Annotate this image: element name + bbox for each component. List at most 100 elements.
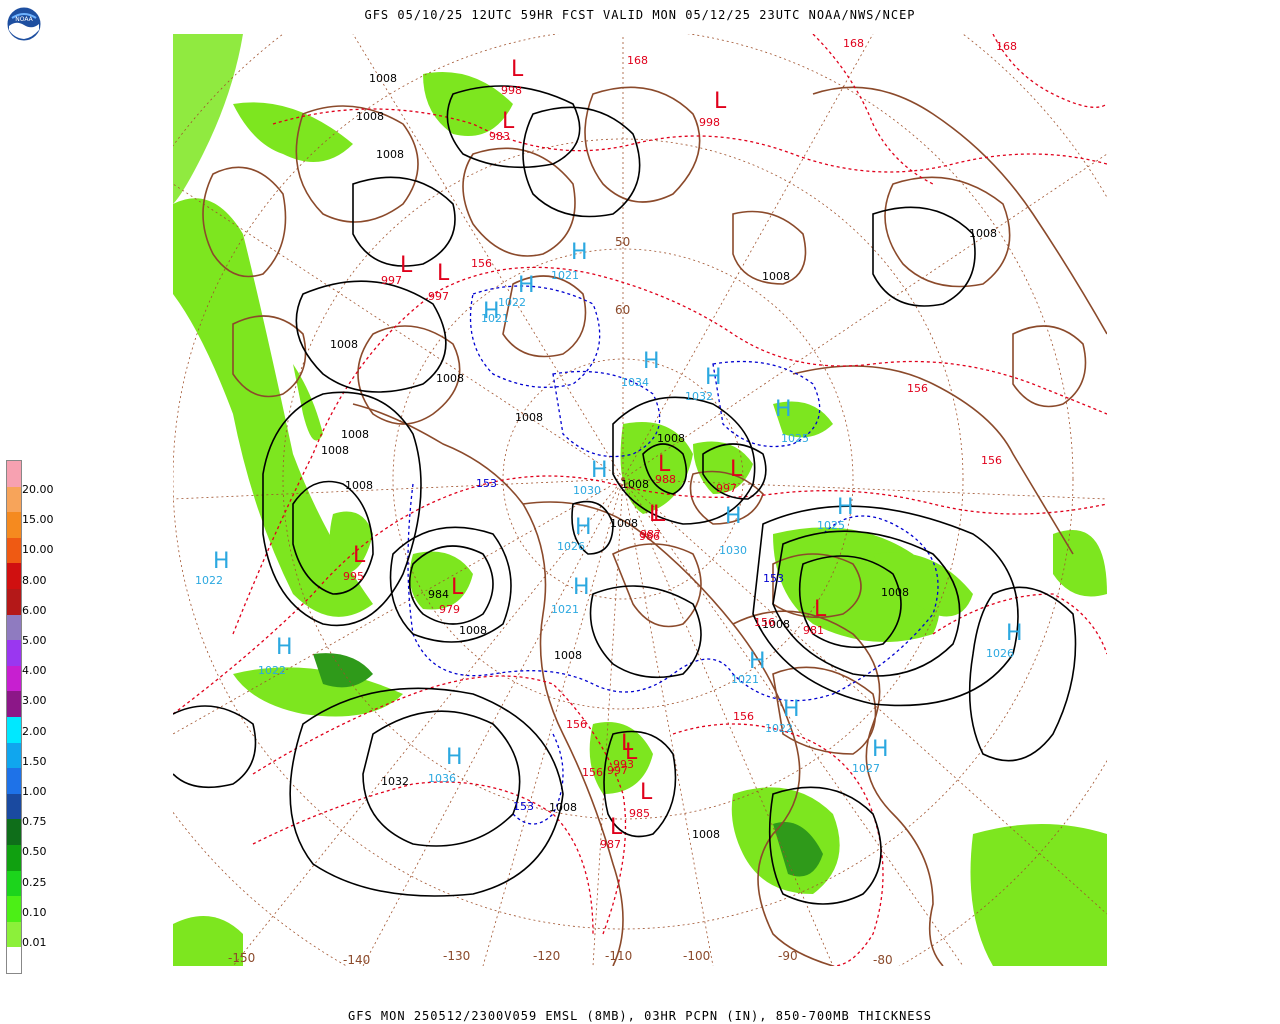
isobar-contours (173, 85, 1077, 905)
svg-text:987: 987 (600, 838, 621, 851)
low-center: L 979 (439, 575, 464, 616)
low-center: L 986 (639, 502, 666, 543)
weather-map: -150 -140 -130 -120 -110 -100 -90 -80 50… (173, 34, 1107, 966)
svg-text:H: H (276, 635, 293, 660)
low-center: L 985 (629, 780, 653, 820)
svg-text:H: H (643, 349, 660, 374)
isobar-label: 1008 (969, 227, 997, 240)
svg-text:L: L (814, 597, 827, 622)
thickness-label: 156 (582, 766, 603, 779)
svg-text:L: L (511, 57, 524, 82)
isobar-label: 1032 (381, 775, 409, 788)
thickness-label: 168 (843, 37, 864, 50)
legend-swatch (7, 537, 21, 564)
svg-text:L: L (653, 502, 666, 527)
longitude-labels: -150 -140 -130 -120 -110 -100 -90 -80 (228, 949, 893, 966)
svg-text:1026: 1026 (986, 647, 1014, 660)
legend-swatch (7, 921, 21, 948)
svg-text:997: 997 (381, 274, 402, 287)
thickness-label: 156 (754, 616, 775, 629)
latitude-labels: 50 60 (615, 235, 630, 317)
svg-text:987: 987 (640, 528, 661, 541)
lon-label: -130 (443, 949, 470, 963)
isobar-label: 1008 (345, 479, 373, 492)
isobar-label: 1008 (515, 411, 543, 424)
svg-text:L: L (610, 815, 623, 840)
svg-text:H: H (213, 549, 230, 574)
legend-label: 0.01 (22, 936, 47, 949)
precipitation-shading (173, 34, 1107, 966)
legend-label: 2.00 (22, 724, 47, 738)
svg-text:1030: 1030 (719, 544, 747, 557)
thickness-label: 156 (733, 710, 754, 723)
thickness-label: 156 (566, 718, 587, 731)
svg-text:1021: 1021 (551, 603, 579, 616)
legend-swatch (7, 947, 21, 973)
svg-text:1022: 1022 (765, 722, 793, 735)
svg-text:H: H (591, 458, 608, 483)
svg-text:1022: 1022 (498, 296, 526, 309)
thickness-label: 168 (627, 54, 648, 67)
svg-text:1025: 1025 (781, 432, 809, 445)
low-center: L 995 (343, 543, 366, 583)
isobar-label: 1008 (610, 517, 638, 530)
lon-label: -100 (683, 949, 710, 963)
svg-text:1021: 1021 (551, 269, 579, 282)
chart-title: GFS 05/10/25 12UTC 59HR FCST VALID MON 0… (364, 8, 916, 22)
isobar-label: 1008 (549, 801, 577, 814)
svg-text:998: 998 (501, 84, 522, 97)
svg-text:1027: 1027 (852, 762, 880, 775)
svg-text:L: L (649, 502, 662, 527)
isobar-label: 1008 (621, 478, 649, 491)
isobar-label: 1008 (762, 618, 790, 631)
svg-text:1025: 1025 (817, 519, 845, 532)
legend-swatch (7, 486, 21, 513)
svg-text:L: L (502, 109, 515, 134)
svg-text:L: L (625, 740, 638, 765)
svg-text:997: 997 (716, 482, 737, 495)
legend-swatch (7, 896, 21, 922)
svg-text:993: 993 (613, 758, 634, 771)
svg-text:997: 997 (607, 764, 628, 777)
legend-swatch (7, 665, 21, 692)
svg-text:1026: 1026 (557, 540, 585, 553)
svg-text:995: 995 (343, 570, 364, 583)
isobar-label: 1008 (341, 428, 369, 441)
legend-swatch (7, 640, 21, 666)
svg-text:H: H (725, 504, 742, 529)
svg-text:998: 998 (699, 116, 720, 129)
svg-text:L: L (353, 543, 366, 568)
low-center: L 997 (607, 731, 634, 777)
svg-text:1021: 1021 (481, 312, 509, 325)
thickness-contours-blue (407, 285, 939, 825)
svg-text:H: H (1006, 621, 1023, 646)
svg-text:1032: 1032 (685, 390, 713, 403)
thickness-label: 156 (981, 454, 1002, 467)
svg-text:1021: 1021 (731, 673, 759, 686)
svg-text:L: L (621, 731, 634, 756)
thickness-label: 156 (471, 257, 492, 270)
svg-text:983: 983 (489, 130, 510, 143)
high-center: H 1022 (258, 635, 293, 677)
lat-label: 60 (615, 303, 630, 317)
legend-label: 5.00 (22, 634, 47, 647)
isobar-label: 1008 (321, 444, 349, 457)
svg-text:H: H (518, 273, 535, 298)
lon-label: -110 (605, 949, 632, 963)
high-center: H 1034 (621, 349, 660, 389)
svg-text:1022: 1022 (258, 664, 286, 677)
legend-label: 0.25 (22, 875, 47, 889)
